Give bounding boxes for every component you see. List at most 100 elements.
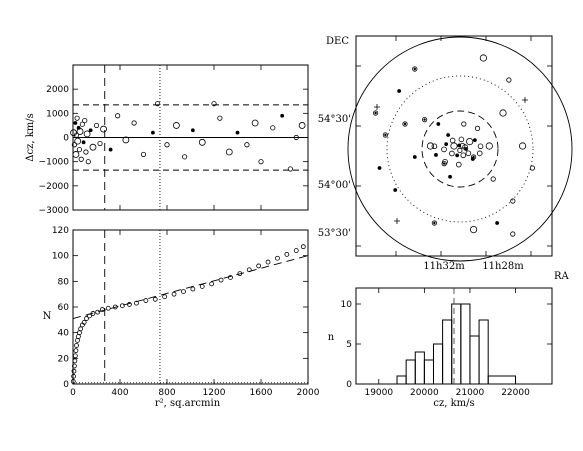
histogram-bar: [442, 319, 453, 385]
galaxy-point: [83, 149, 89, 155]
velocity-panel: [70, 64, 309, 211]
cumulative-point: [81, 319, 87, 325]
cluster-galaxy-point: [460, 152, 467, 159]
y-tick-label: 100: [52, 252, 69, 262]
x-tick-label: 400: [111, 388, 128, 398]
cumulative-axes-frame: [72, 229, 309, 385]
galaxy-point: [131, 120, 137, 126]
galaxy-point: [287, 166, 293, 172]
galaxy-point: [235, 130, 240, 135]
galaxy-point-core: [384, 133, 387, 137]
galaxy-point: [72, 151, 80, 158]
galaxy-point: [140, 151, 147, 158]
galaxy-point-core: [413, 67, 416, 71]
y-tick-label: 5: [346, 340, 352, 350]
cluster-galaxy-point: [441, 146, 447, 153]
cluster-galaxy-point: [449, 137, 456, 144]
cumulative-point: [134, 300, 139, 306]
x-axis-label: cz, km/s: [433, 398, 474, 409]
cumulative-point: [152, 296, 158, 302]
ra-tick-label: 11h28m: [482, 261, 524, 272]
galaxy-point: [377, 166, 382, 170]
histogram-bar: [423, 359, 434, 385]
galaxy-point: [190, 128, 195, 133]
x-tick-label: 21000: [456, 388, 485, 398]
cumulative-point: [95, 309, 101, 315]
cumulative-panel: [70, 229, 309, 385]
galaxy-point: [412, 66, 418, 72]
galaxy-point: [280, 113, 285, 118]
y-axis-label: n: [328, 332, 335, 343]
y-tick-label: −3000: [39, 206, 70, 216]
cumulative-point: [265, 259, 271, 265]
galaxy-point: [198, 138, 206, 146]
radius-circle-outer: [347, 36, 573, 262]
radius-circle-inner: [421, 110, 499, 188]
histogram-bar: [469, 335, 480, 385]
x-axis-label: r², sq.arcmin: [155, 398, 221, 409]
histogram-bar: [478, 319, 489, 385]
galaxy-point: [298, 122, 306, 129]
galaxy-point: [466, 138, 474, 146]
galaxy-point: [244, 142, 250, 148]
galaxy-point: [506, 77, 512, 83]
x-tick-label: 1200: [203, 388, 226, 398]
fit-line: [72, 255, 309, 319]
galaxy-point: [71, 142, 78, 148]
galaxy-point: [448, 174, 452, 179]
galaxy-point: [469, 226, 478, 234]
galaxy-point: [182, 154, 188, 160]
galaxy-point: [97, 140, 103, 147]
y-tick-label: 1000: [46, 109, 69, 119]
plus-marker: [522, 97, 528, 103]
cumulative-point: [162, 294, 168, 300]
galaxy-point: [251, 119, 259, 127]
cumulative-point: [72, 353, 78, 359]
cluster-galaxy-point: [434, 153, 438, 157]
cluster-galaxy-point: [458, 136, 465, 143]
galaxy-point: [495, 221, 500, 225]
galaxy-point: [457, 147, 463, 153]
cluster-galaxy-point: [449, 150, 455, 157]
galaxy-point: [100, 125, 107, 133]
galaxy-point-core: [433, 221, 436, 225]
cumulative-point: [73, 348, 79, 354]
galaxy-point: [431, 220, 437, 226]
galaxy-point: [529, 165, 536, 171]
galaxy-point: [217, 115, 223, 121]
skymap-axes-frame: [355, 35, 553, 257]
dec-tick-label: 54°00': [318, 180, 351, 191]
galaxy-point: [270, 125, 276, 131]
histogram-bar: [451, 303, 462, 385]
cluster-galaxy-point: [470, 157, 475, 161]
cumulative-point: [171, 291, 177, 297]
histogram-bar: [460, 303, 471, 385]
galaxy-point: [89, 143, 97, 151]
cumulative-point: [119, 303, 125, 309]
galaxy-point-core: [423, 118, 426, 121]
cumulative-point: [199, 284, 205, 289]
galaxy-point: [402, 121, 408, 127]
cumulative-point: [70, 379, 76, 384]
skymap-panel: [347, 35, 573, 262]
cumulative-point: [87, 313, 92, 319]
plus-marker: [394, 218, 400, 224]
galaxy-point: [436, 122, 441, 126]
galaxy-point: [172, 122, 180, 129]
cumulative-point: [284, 251, 290, 257]
y-tick-label: 20: [58, 354, 70, 364]
galaxy-point: [258, 159, 264, 165]
x-tick-label: 1600: [250, 388, 273, 398]
y-tick-label: 2000: [46, 85, 69, 95]
cluster-galaxy-point: [465, 150, 472, 157]
x-tick-label: 20000: [410, 388, 439, 398]
cumulative-point: [77, 330, 82, 336]
galaxy-point: [73, 132, 80, 138]
galaxy-point: [115, 113, 121, 119]
galaxy-point: [474, 125, 481, 131]
galaxy-point: [76, 146, 83, 153]
galaxy-point: [479, 54, 487, 62]
histogram-bar: [487, 375, 517, 385]
galaxy-point: [421, 117, 428, 123]
